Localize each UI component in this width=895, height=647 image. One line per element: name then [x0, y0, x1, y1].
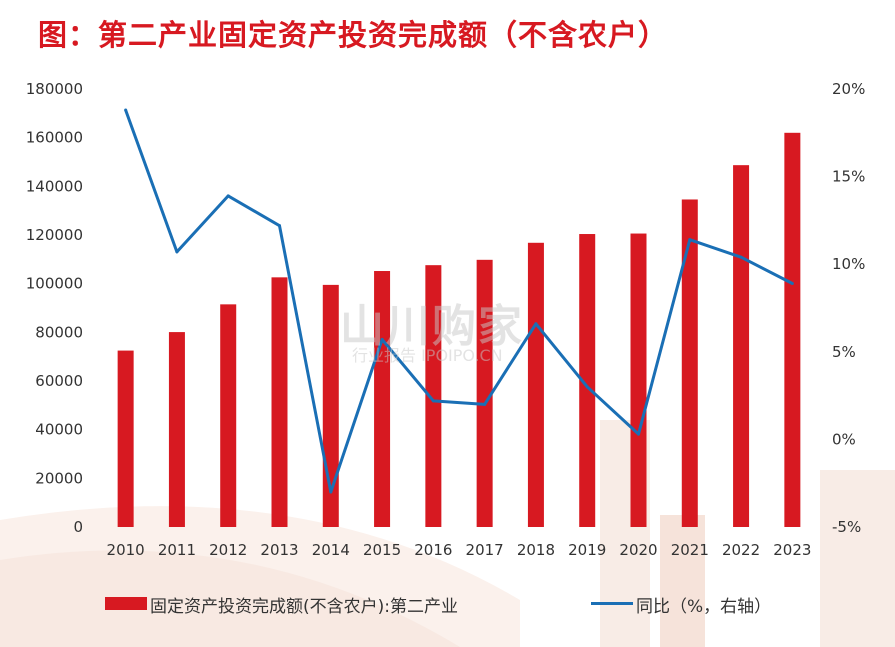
left-axis-tick-label: 60000 — [35, 372, 83, 390]
chart-title: 图：第二产业固定资产投资完成额（不含农户） — [38, 18, 669, 52]
x-axis-tick-label: 2023 — [773, 541, 811, 559]
bar-2016 — [425, 265, 442, 527]
bar-2021 — [681, 199, 698, 527]
left-axis-tick-label: 180000 — [26, 80, 83, 98]
x-axis-tick-label: 2020 — [619, 541, 657, 559]
right-axis-tick-label: 20% — [832, 80, 865, 98]
yoy-point-2022 — [739, 255, 743, 259]
legend-bar-label: 固定资产投资完成额(不含农户):第二产业 — [150, 597, 458, 617]
bar-2022 — [733, 165, 750, 527]
yoy-point-2011 — [175, 250, 179, 254]
bar-2017 — [476, 259, 493, 527]
bar-2015 — [374, 271, 391, 527]
x-axis-tick-label: 2017 — [466, 541, 504, 559]
x-axis-ticks: 2010 2011 2012 2013 2014 2015 2016 2017 2018 2019… — [107, 541, 812, 559]
yoy-point-2015 — [380, 338, 384, 342]
x-axis-tick-label: 2015 — [363, 541, 401, 559]
x-axis-tick-label: 2010 — [107, 541, 145, 559]
right-axis-tick-label: 0% — [832, 430, 856, 448]
right-axis-ticks: -5% 0% 5% 10% 15% 20% — [832, 80, 865, 536]
yoy-point-2010 — [124, 108, 128, 112]
bar-2011 — [168, 332, 185, 527]
left-axis-ticks: 0 20000 40000 60000 80000 100000 120000 140000 1… — [26, 80, 83, 536]
right-axis-tick-label: 5% — [832, 343, 856, 361]
x-axis-tick-label: 2018 — [517, 541, 555, 559]
legend-line-label: 同比（%，右轴） — [636, 597, 772, 617]
yoy-point-2019 — [585, 385, 589, 389]
yoy-point-2023 — [790, 281, 794, 285]
x-axis-tick-label: 2011 — [158, 541, 196, 559]
yoy-line — [124, 109, 794, 494]
yoy-point-2017 — [483, 402, 487, 406]
bar-2020 — [630, 233, 647, 528]
left-axis-tick-label: 20000 — [35, 469, 83, 487]
yoy-point-2018 — [534, 322, 538, 326]
left-axis-tick-label: 140000 — [26, 177, 83, 195]
left-axis-tick-label: 80000 — [35, 323, 83, 341]
x-axis-tick-label: 2019 — [568, 541, 606, 559]
legend-line-swatch — [591, 602, 633, 605]
legend-bar-swatch — [105, 597, 147, 610]
yoy-point-2021 — [688, 238, 692, 242]
right-axis-tick-label: -5% — [832, 518, 861, 536]
left-axis-tick-label: 40000 — [35, 421, 83, 439]
right-axis-tick-label: 15% — [832, 168, 865, 186]
bar-2013 — [271, 277, 288, 527]
left-axis-tick-label: 100000 — [26, 275, 83, 293]
watermark: 山川购家 行业报告 IPOIPO.CN — [340, 290, 560, 370]
yoy-point-2013 — [278, 224, 281, 228]
left-axis-tick-label: 120000 — [26, 226, 83, 244]
watermark-main: 山川购家 — [340, 301, 524, 352]
bar-2023 — [784, 132, 801, 528]
line-series — [124, 108, 794, 494]
bar-2018 — [527, 242, 544, 527]
x-axis-tick-label: 2012 — [209, 541, 247, 559]
left-axis-tick-label: 160000 — [26, 129, 83, 147]
right-axis-tick-label: 10% — [832, 255, 865, 273]
bar-series — [117, 132, 801, 528]
legend: 固定资产投资完成额(不含农户):第二产业 同比（%，右轴） — [0, 590, 895, 620]
x-axis-tick-label: 2013 — [260, 541, 298, 559]
x-axis-tick-label: 2014 — [312, 541, 350, 559]
x-axis-tick-label: 2021 — [671, 541, 709, 559]
bar-2019 — [579, 234, 596, 527]
x-axis-tick-label: 2022 — [722, 541, 760, 559]
yoy-point-2016 — [431, 399, 435, 403]
x-axis-tick-label: 2016 — [414, 541, 452, 559]
yoy-point-2012 — [226, 194, 230, 198]
left-axis-tick-label: 0 — [73, 518, 83, 536]
bar-2010 — [117, 350, 134, 527]
watermark-sub: 行业报告 IPOIPO.CN — [352, 346, 503, 365]
bar-2012 — [220, 304, 237, 527]
yoy-point-2014 — [329, 490, 333, 494]
yoy-point-2020 — [637, 432, 640, 436]
